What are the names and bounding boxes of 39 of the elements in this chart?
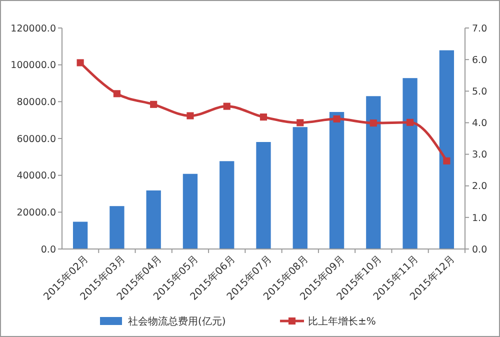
y2-tick-label: 0.0 (472, 244, 488, 256)
y-tick-label: 40000.0 (16, 170, 56, 182)
point (260, 113, 268, 121)
point (113, 90, 120, 98)
legend-label: 比上年增长±% (308, 316, 376, 328)
y2-tick-label: 6.0 (472, 54, 488, 66)
y-tick-label: 80000.0 (16, 96, 56, 108)
bar (182, 174, 198, 249)
bar (146, 190, 161, 249)
bar (220, 161, 234, 249)
bar (110, 206, 124, 249)
point (296, 119, 304, 126)
y-tick-label: 100000.0 (10, 60, 56, 72)
bar (256, 142, 271, 249)
point (76, 59, 84, 66)
point (333, 115, 340, 122)
bar (72, 222, 88, 249)
point (223, 102, 230, 110)
bar (329, 112, 344, 249)
y2-tick-label: 2.0 (472, 181, 488, 192)
y2-tick-label: 5.0 (472, 86, 488, 98)
bar (402, 78, 418, 249)
y2-tick-label: 7.0 (472, 23, 488, 34)
point (443, 157, 450, 164)
bar (439, 50, 454, 249)
y-tick-label: 0.0 (40, 244, 56, 256)
y-tick-label: 120000.0 (10, 23, 56, 34)
y2-tick-label: 4.0 (472, 118, 488, 130)
point (186, 112, 194, 120)
bar (366, 96, 381, 249)
point (406, 118, 414, 126)
y2-tick-label: 1.0 (472, 212, 488, 224)
legend-label: 社会物流总费用(亿元) (128, 316, 226, 328)
point (370, 119, 377, 127)
point (150, 100, 158, 108)
y-tick-label: 60000.0 (16, 134, 56, 145)
y2-tick-label: 3.0 (472, 150, 488, 161)
y-tick-label: 20000.0 (16, 207, 56, 218)
bar (292, 127, 308, 249)
